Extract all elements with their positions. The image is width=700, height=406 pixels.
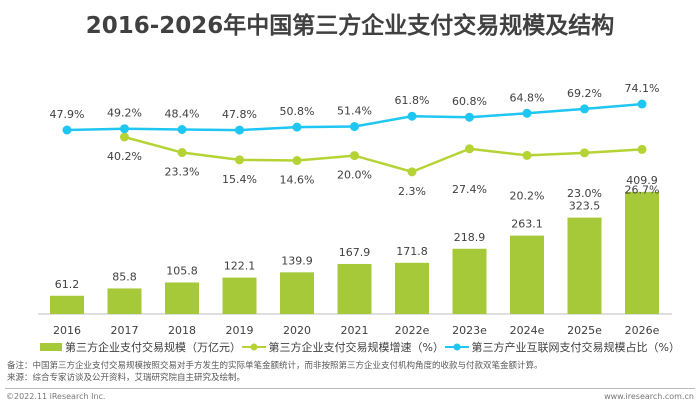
x-tick-label: 2026e xyxy=(625,324,660,337)
bar xyxy=(107,288,142,314)
bar xyxy=(280,272,314,314)
share-label: 74.1% xyxy=(625,82,660,95)
bar-label: 122.1 xyxy=(224,260,256,273)
x-tick-label: 2021 xyxy=(341,324,369,337)
share-point xyxy=(407,111,417,121)
footer-url: www.iresearch.com.cn xyxy=(604,392,694,401)
growth-label: 20.0% xyxy=(337,169,372,182)
x-tick-label: 2017 xyxy=(111,324,139,337)
share-label: 50.8% xyxy=(280,105,315,118)
growth-point xyxy=(465,144,474,154)
share-point xyxy=(62,125,72,135)
bar xyxy=(50,295,84,314)
growth-label: 14.6% xyxy=(280,174,315,187)
x-tick-label: 2023e xyxy=(452,324,487,337)
note-remark: 备注：中国第三方企业支付交易规模按照交易对手方发生的实际单笔金额统计，而非按照第… xyxy=(7,361,543,371)
share-point xyxy=(522,108,532,118)
growth-point xyxy=(235,155,244,165)
legend: 第三方企业支付交易规模（万亿元） 第三方企业支付交易规模增速（%） 第三方产业互… xyxy=(40,339,680,355)
share-point xyxy=(120,124,129,134)
share-point xyxy=(350,122,359,132)
growth-point xyxy=(580,148,589,158)
bar xyxy=(452,248,487,314)
bar-label: 171.8 xyxy=(396,245,428,258)
x-tick-label: 2016 xyxy=(53,324,81,337)
share-point xyxy=(177,125,187,135)
growth-label: 40.2% xyxy=(107,150,142,163)
bar-label: 263.1 xyxy=(511,218,543,231)
legend-item-bar: 第三方企业支付交易规模（万亿元） xyxy=(40,339,241,355)
bar-label: 61.2 xyxy=(55,278,80,291)
share-label: 47.8% xyxy=(222,108,257,121)
bar-label: 218.9 xyxy=(454,231,486,244)
growth-line xyxy=(124,135,643,174)
bar-label: 167.9 xyxy=(339,246,371,259)
bar xyxy=(625,191,659,314)
bar-label: 409.9 xyxy=(626,174,658,187)
chart: 61.2 2016 85.8 2017 105.8 2018 122.1 2019 139.9 2… xyxy=(38,82,672,337)
legend-item-growth: 第三方企业支付交易规模增速（%） xyxy=(241,339,444,355)
bar xyxy=(567,217,602,314)
x-tick-label: 2022e xyxy=(395,324,430,337)
bar xyxy=(395,262,429,314)
share-label: 61.8% xyxy=(395,94,430,107)
growth-point xyxy=(177,148,187,158)
share-label: 64.8% xyxy=(510,91,545,104)
share-label: 47.9% xyxy=(50,108,85,121)
growth-point xyxy=(350,151,359,161)
growth-point xyxy=(637,144,647,154)
growth-point xyxy=(120,132,129,142)
bar-label: 139.9 xyxy=(281,254,313,267)
share-label: 69.2% xyxy=(567,87,602,100)
growth-label: 2.3% xyxy=(398,185,426,198)
bar xyxy=(337,263,372,314)
growth-label: 26.7% xyxy=(625,183,660,196)
share-point xyxy=(292,122,302,132)
x-tick-label: 2024e xyxy=(510,324,545,337)
x-tick-label: 2018 xyxy=(168,324,196,337)
growth-label: 23.3% xyxy=(165,166,200,179)
notes: 备注：中国第三方企业支付交易规模按照交易对手方发生的实际单笔金额统计，而非按照第… xyxy=(7,360,543,384)
bar xyxy=(165,282,199,314)
bar xyxy=(510,235,544,314)
bar-label: 85.8 xyxy=(112,270,137,283)
x-tick-label: 2020 xyxy=(283,324,311,337)
legend-item-share: 第三方产业互联网支付交易规模占比（%） xyxy=(444,339,680,355)
share-point xyxy=(235,125,244,135)
footer-copyright: ©2022.11 iResearch Inc. xyxy=(6,392,106,401)
share-point xyxy=(637,99,647,109)
bar-label: 105.8 xyxy=(166,264,198,277)
share-label: 60.8% xyxy=(452,95,487,108)
bar-label: 323.5 xyxy=(569,200,601,213)
growth-label: 20.2% xyxy=(510,189,545,202)
growth-point xyxy=(407,167,417,177)
x-tick-label: 2019 xyxy=(226,324,254,337)
growth-label: 23.0% xyxy=(567,187,602,200)
share-label: 49.2% xyxy=(107,107,142,120)
share-point xyxy=(465,112,474,122)
share-label: 51.4% xyxy=(337,105,372,118)
growth-label: 15.4% xyxy=(222,173,257,186)
growth-point xyxy=(522,150,532,160)
bar xyxy=(222,277,257,314)
growth-point xyxy=(292,156,302,166)
footer-divider xyxy=(5,388,695,389)
share-point xyxy=(580,104,589,114)
note-source: 来源：综合专家访谈及公开资料，艾瑞研究院自主研究及绘制。 xyxy=(7,373,246,383)
chart-title: 2016-2026年中国第三方企业支付交易规模及结构 xyxy=(85,13,615,39)
growth-label: 27.4% xyxy=(452,183,487,196)
share-label: 48.4% xyxy=(165,108,200,121)
x-tick-label: 2025e xyxy=(567,324,602,337)
